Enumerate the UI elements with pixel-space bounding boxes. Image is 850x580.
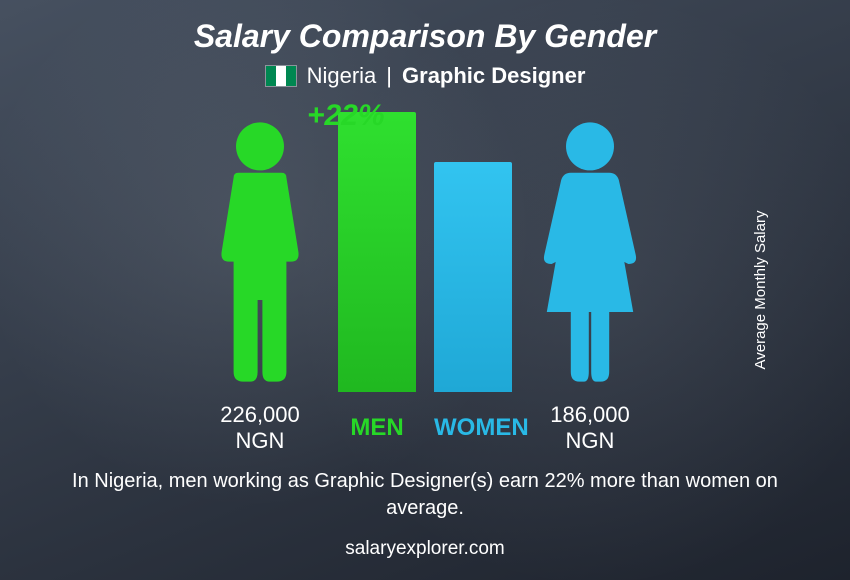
page-title: Salary Comparison By Gender <box>194 18 656 55</box>
male-person-icon <box>200 112 320 392</box>
female-label: WOMEN <box>434 414 512 442</box>
summary-text: In Nigeria, men working as Graphic Desig… <box>65 468 785 522</box>
chart-labels-row: 226,000 NGN MEN WOMEN 186,000 NGN <box>200 402 650 454</box>
male-salary-bar <box>338 112 416 392</box>
female-person-icon <box>530 112 650 392</box>
percent-diff-label: +22% <box>307 99 385 133</box>
job-title: Graphic Designer <box>402 63 585 89</box>
female-salary-bar <box>434 162 512 392</box>
male-label: MEN <box>338 414 416 442</box>
separator: | <box>386 63 392 89</box>
nigeria-flag-icon <box>265 65 297 87</box>
female-salary-value: 186,000 NGN <box>530 402 650 454</box>
y-axis-label: Average Monthly Salary <box>752 211 769 370</box>
source-attribution: salaryexplorer.com <box>345 538 504 560</box>
gender-salary-chart: +22% <box>200 103 650 392</box>
subtitle: Nigeria | Graphic Designer <box>265 63 586 89</box>
country-label: Nigeria <box>307 63 377 89</box>
male-salary-value: 226,000 NGN <box>200 402 320 454</box>
